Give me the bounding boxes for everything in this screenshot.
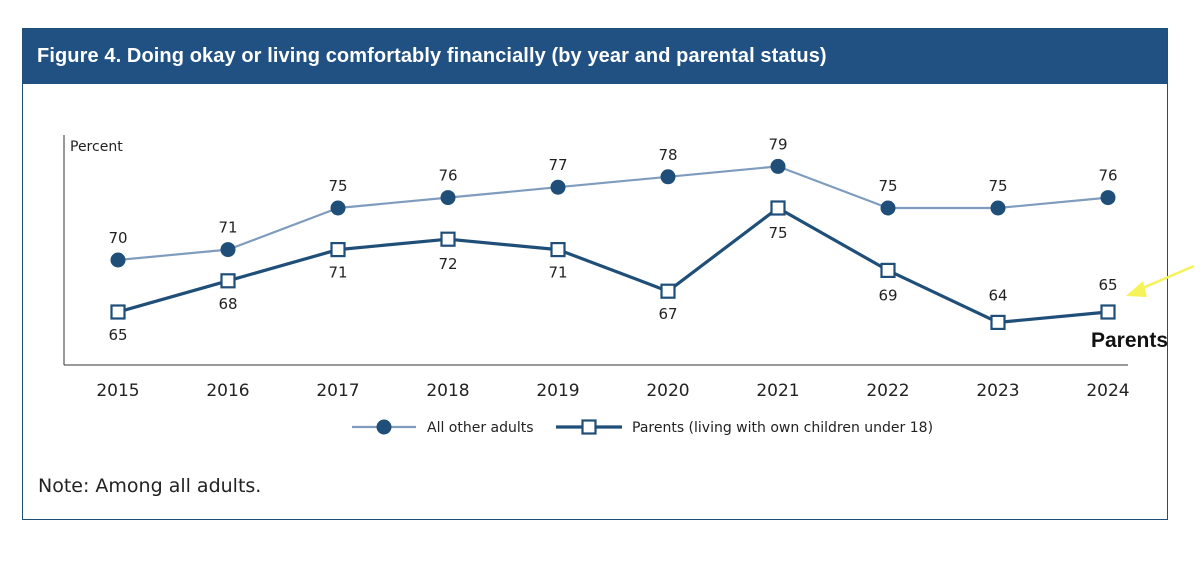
series-line (117, 206, 1109, 324)
data-point (880, 262, 896, 278)
data-label: 71 (548, 264, 567, 282)
data-label: 71 (328, 264, 347, 282)
x-tick-label: 2024 (1086, 381, 1129, 401)
x-tick-label: 2020 (646, 381, 689, 401)
legend-entry: All other adults (352, 419, 534, 436)
figure-title: Figure 4. Doing okay or living comfortab… (37, 45, 827, 67)
data-point (220, 273, 236, 289)
data-label: 75 (328, 177, 347, 195)
x-tick-label: 2021 (756, 381, 799, 401)
data-label: 77 (548, 156, 567, 174)
data-point (990, 314, 1006, 330)
data-label: 78 (658, 146, 677, 164)
data-point (330, 242, 346, 258)
x-tick-label: 2018 (426, 381, 469, 401)
x-tick-label: 2017 (316, 381, 359, 401)
data-point (110, 252, 126, 268)
series-parents: 65 68 71 72 71 67 75 69 64 65 (108, 200, 1118, 344)
data-point (660, 169, 676, 185)
data-point (770, 158, 786, 174)
annotation-label: Parents (1091, 329, 1168, 352)
data-point (990, 200, 1006, 216)
data-label: 75 (878, 177, 897, 195)
data-point (1100, 190, 1116, 206)
title-bar: Figure 4. Doing okay or living comfortab… (23, 29, 1167, 84)
figure-note: Note: Among all adults. (38, 475, 262, 497)
data-point (550, 242, 566, 258)
axes: 2015 2016 2017 2018 2019 2020 2021 2022 2023 2024 (63, 135, 1130, 401)
data-point (660, 283, 676, 299)
annotation-arrow-head (1126, 281, 1147, 297)
x-tick-label: 2015 (96, 381, 139, 401)
data-label: 68 (218, 295, 237, 313)
data-label: 67 (658, 305, 677, 323)
x-tick-label: 2019 (536, 381, 579, 401)
x-tick-label: 2023 (976, 381, 1019, 401)
data-label: 76 (1098, 167, 1117, 185)
data-label: 76 (438, 167, 457, 185)
data-point (440, 190, 456, 206)
data-point (550, 179, 566, 195)
data-point (330, 200, 346, 216)
legend-marker (581, 419, 597, 435)
data-label: 70 (108, 229, 127, 247)
y-axis-label: Percent (70, 139, 123, 155)
series-line (117, 165, 1109, 262)
legend-label: All other adults (427, 420, 534, 436)
series-layer: 70 71 75 76 77 78 79 75 75 76 65 68 71 72 71 67 75 69 64 65 (108, 135, 1117, 344)
data-point (770, 200, 786, 216)
data-label: 79 (768, 135, 787, 153)
data-label: 69 (878, 286, 897, 304)
data-point (880, 200, 896, 216)
legend-label: Parents (living with own children under … (632, 420, 933, 436)
annotation: Parents (1091, 264, 1195, 352)
x-tick-label: 2022 (866, 381, 909, 401)
x-tick-label: 2016 (206, 381, 249, 401)
annotation-arrow-shaft (1137, 264, 1195, 292)
data-label: 65 (108, 326, 127, 344)
data-label: 64 (988, 286, 1007, 304)
legend-marker (376, 419, 392, 435)
data-label: 65 (1098, 276, 1117, 294)
data-label: 71 (218, 219, 237, 237)
legend-entry: Parents (living with own children under … (556, 419, 933, 436)
data-label: 72 (438, 255, 457, 273)
data-point (440, 231, 456, 247)
legend: All other adults Parents (living with own… (352, 419, 933, 436)
series-all-other-adults: 70 71 75 76 77 78 79 75 75 76 (108, 135, 1118, 268)
data-point (220, 242, 236, 258)
data-point (1100, 304, 1116, 320)
data-point (110, 304, 126, 320)
data-label: 75 (988, 177, 1007, 195)
data-label: 75 (768, 224, 787, 242)
figure-frame: Figure 4. Doing okay or living comfortab… (22, 28, 1168, 520)
